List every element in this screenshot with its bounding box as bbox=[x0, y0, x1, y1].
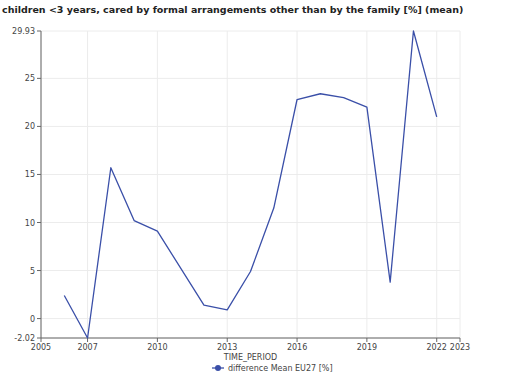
x-tick-label: 2023 bbox=[450, 343, 470, 352]
x-tick-label: 2005 bbox=[31, 343, 51, 352]
x-grid-line bbox=[436, 31, 437, 338]
y-tick-label: 25 bbox=[25, 74, 35, 83]
plot-area bbox=[64, 31, 436, 338]
x-grid-line bbox=[297, 31, 298, 338]
series-line bbox=[64, 31, 436, 338]
chart-svg: children <3 years, cared by formal arran… bbox=[0, 0, 513, 375]
y-grid-line bbox=[41, 126, 460, 127]
legend-marker bbox=[215, 365, 221, 371]
y-grid-line bbox=[41, 31, 460, 32]
y-tick-label: 10 bbox=[25, 219, 35, 228]
y-tick bbox=[37, 78, 41, 79]
x-tick bbox=[297, 338, 298, 342]
x-tick bbox=[41, 338, 42, 342]
x-tick bbox=[460, 338, 461, 342]
x-tick-label: 2013 bbox=[217, 343, 237, 352]
y-tick bbox=[37, 270, 41, 271]
x-grid-line bbox=[460, 31, 461, 338]
y-grid-line bbox=[41, 78, 460, 79]
title: children <3 years, cared by formal arran… bbox=[2, 4, 463, 15]
y-tick-label: -2.02 bbox=[14, 334, 35, 343]
y-grid-line bbox=[41, 174, 460, 175]
y-tick bbox=[37, 318, 41, 319]
legend: difference Mean EU27 [%] bbox=[212, 364, 333, 373]
x-grid-line bbox=[227, 31, 228, 338]
y-tick-label: 5 bbox=[30, 267, 35, 276]
x-tick-label: 2022 bbox=[427, 343, 447, 352]
x-axis bbox=[41, 338, 460, 339]
x-tick-label: 2007 bbox=[77, 343, 97, 352]
y-tick bbox=[37, 174, 41, 175]
x-tick bbox=[436, 338, 437, 342]
y-tick bbox=[37, 126, 41, 127]
x-axis-label: TIME_PERIOD bbox=[223, 353, 277, 362]
x-tick bbox=[227, 338, 228, 342]
y-axis bbox=[41, 31, 42, 338]
x-tick-label: 2010 bbox=[147, 343, 167, 352]
x-tick-label: 2016 bbox=[287, 343, 307, 352]
y-tick bbox=[37, 31, 41, 32]
x-grid-line bbox=[366, 31, 367, 338]
y-grid-line bbox=[41, 318, 460, 319]
x-tick bbox=[366, 338, 367, 342]
y-tick-label: 20 bbox=[25, 122, 35, 131]
chart-container: children <3 years, cared by formal arran… bbox=[0, 0, 513, 375]
y-tick bbox=[37, 222, 41, 223]
y-tick-label: 0 bbox=[30, 315, 35, 324]
y-tick bbox=[37, 338, 41, 339]
y-tick-label: 29.93 bbox=[12, 27, 35, 36]
x-tick bbox=[157, 338, 158, 342]
x-grid-line bbox=[87, 31, 88, 338]
y-tick-label: 15 bbox=[25, 170, 35, 179]
x-grid-line bbox=[157, 31, 158, 338]
legend-label: difference Mean EU27 [%] bbox=[228, 364, 333, 373]
x-tick-label: 2019 bbox=[357, 343, 377, 352]
x-grid-line bbox=[41, 31, 42, 338]
y-grid-line bbox=[41, 338, 460, 339]
grid bbox=[41, 31, 460, 338]
